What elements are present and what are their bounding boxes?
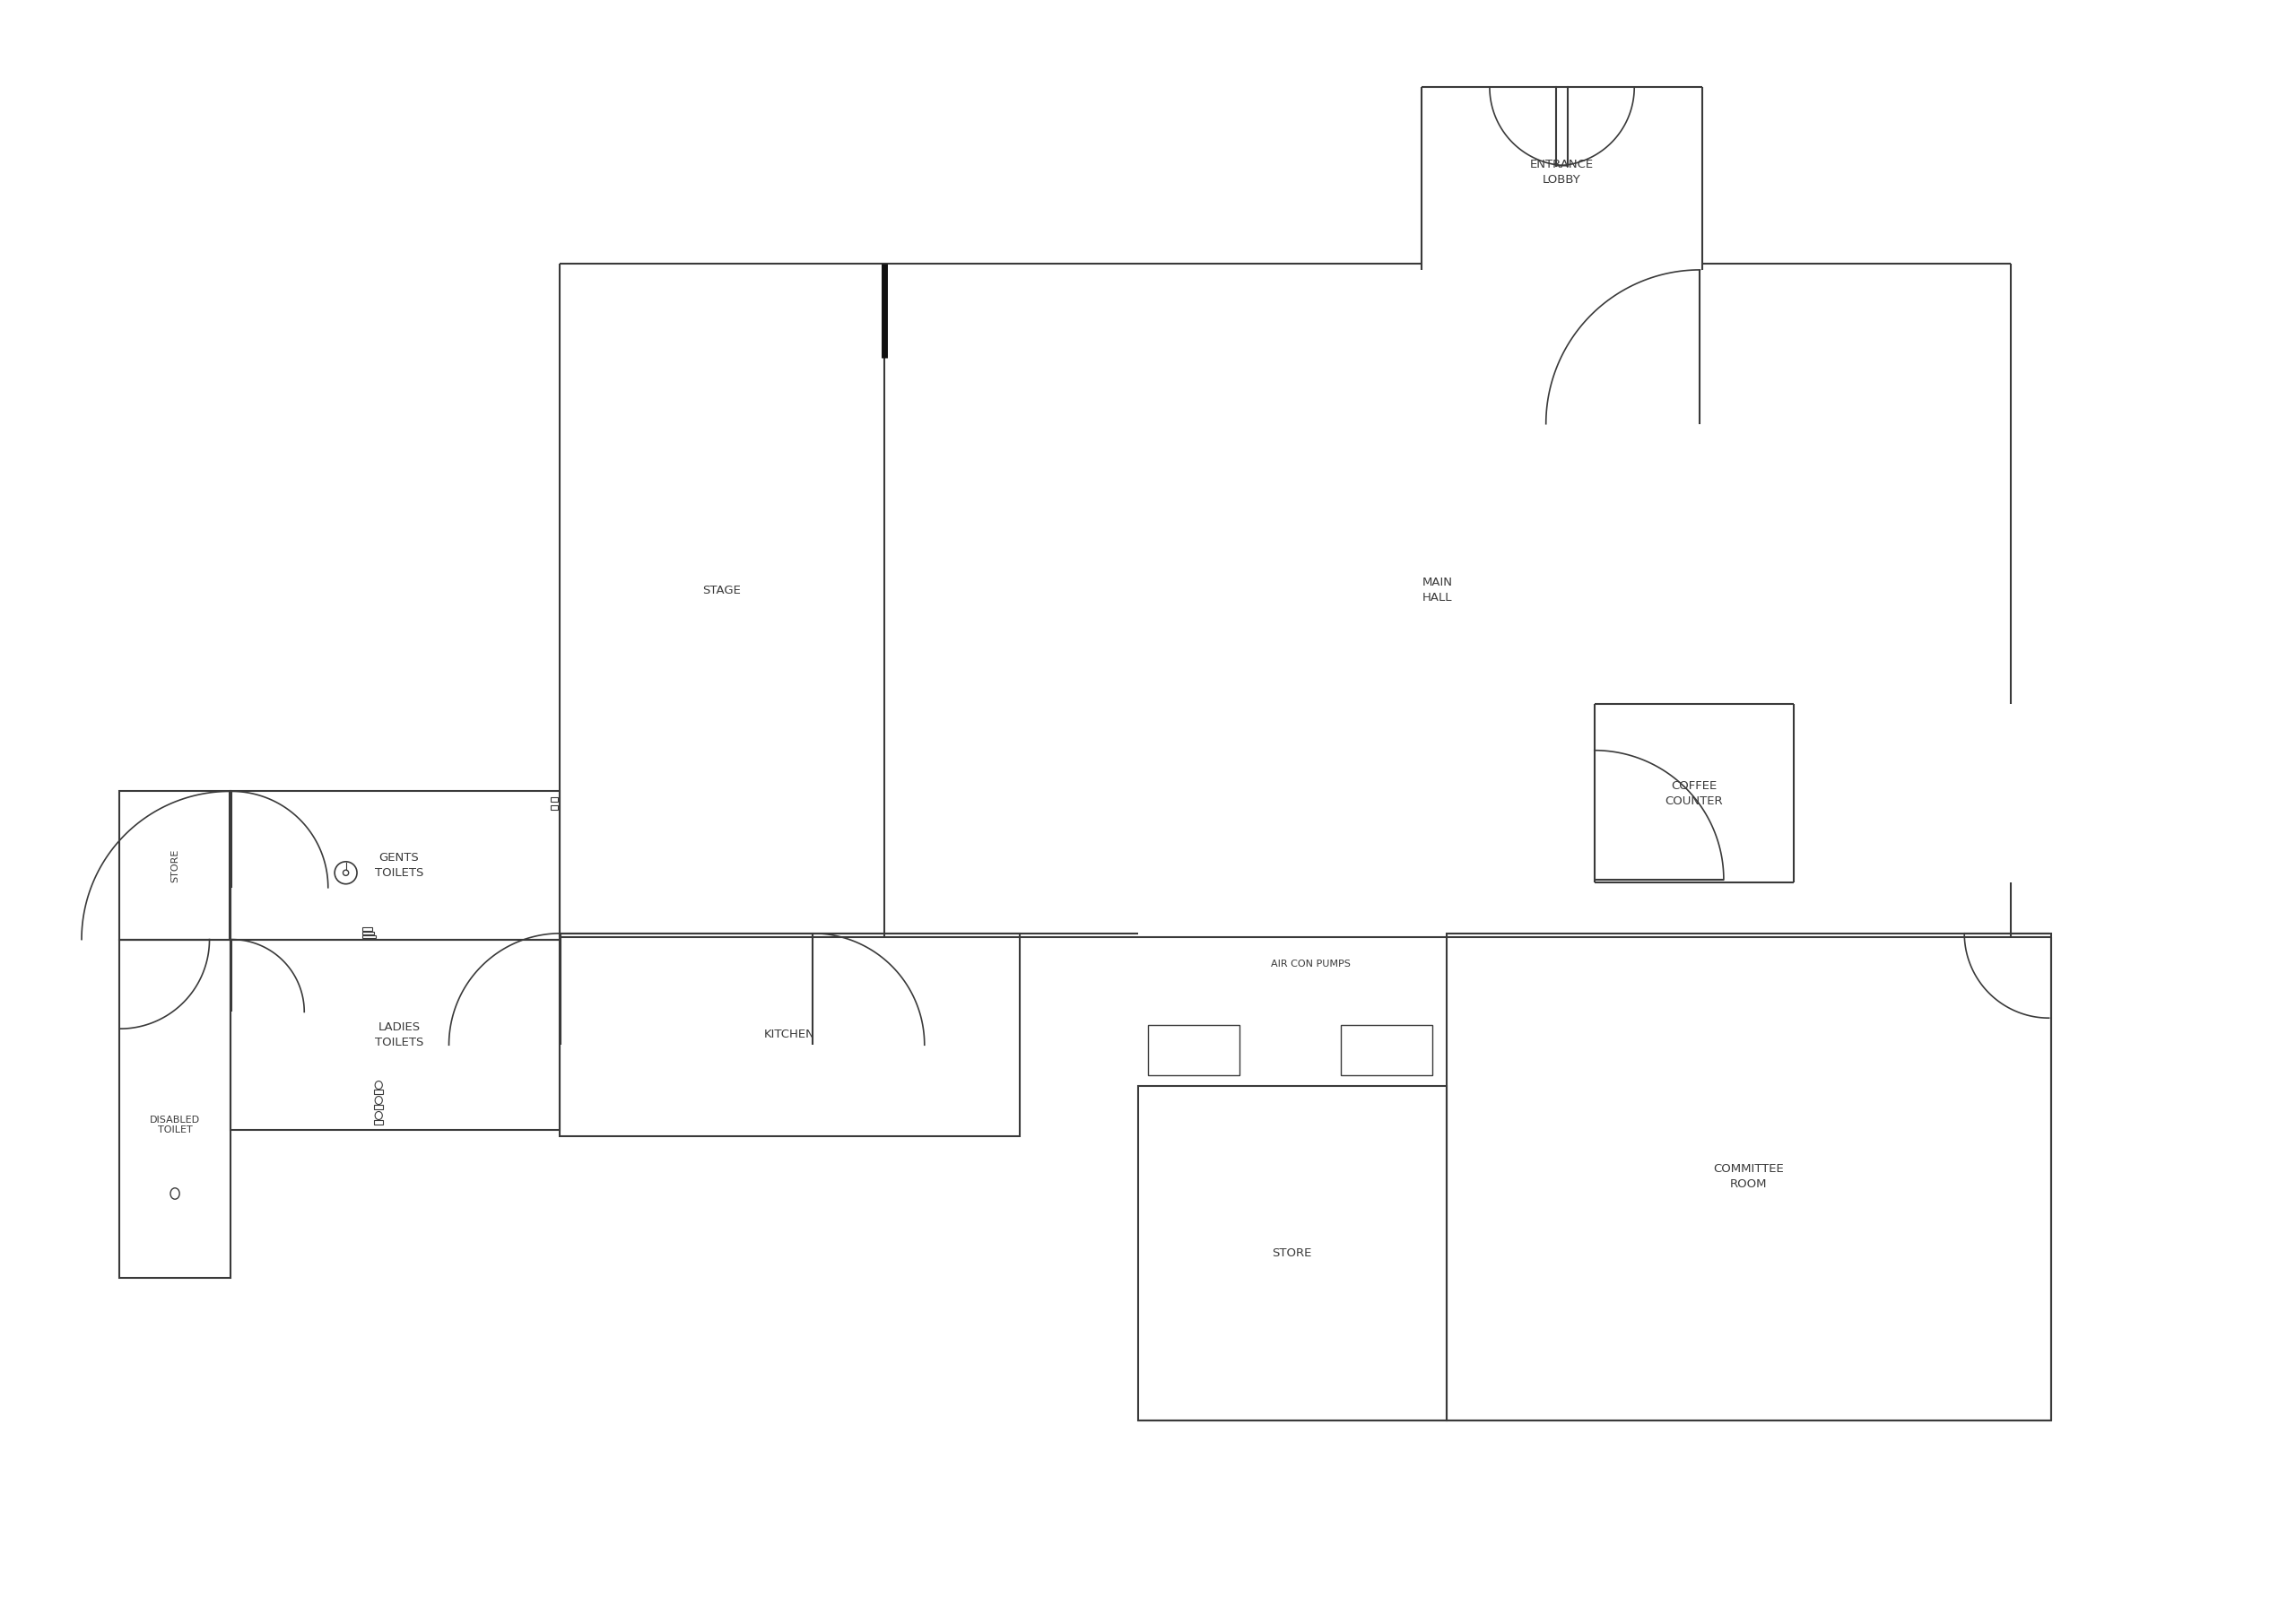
- Bar: [374, 1104, 383, 1109]
- Bar: [1341, 1025, 1433, 1075]
- Bar: [1148, 1025, 1240, 1075]
- Text: COMMITTEE
ROOM: COMMITTEE ROOM: [1713, 1163, 1784, 1191]
- Bar: [1139, 1086, 1446, 1421]
- Bar: [119, 791, 232, 940]
- Bar: [551, 805, 558, 810]
- Text: STORE: STORE: [170, 848, 179, 882]
- Text: AIR CON PUMPS: AIR CON PUMPS: [1270, 959, 1350, 969]
- Text: LADIES
TOILETS: LADIES TOILETS: [374, 1022, 422, 1048]
- Bar: [363, 927, 372, 930]
- Bar: [374, 1120, 383, 1125]
- Bar: [560, 934, 1019, 1136]
- Bar: [232, 791, 560, 940]
- Text: MAIN
HALL: MAIN HALL: [1421, 577, 1453, 604]
- Bar: [232, 940, 560, 1130]
- Text: GENTS
TOILETS: GENTS TOILETS: [374, 852, 422, 879]
- Bar: [374, 1090, 383, 1094]
- Bar: [119, 940, 232, 1278]
- Bar: [363, 932, 374, 935]
- Bar: [1446, 934, 2050, 1421]
- Text: KITCHEN: KITCHEN: [765, 1028, 815, 1041]
- Text: ENTRANCE
LOBBY: ENTRANCE LOBBY: [1529, 159, 1593, 186]
- Text: DISABLED
TOILET: DISABLED TOILET: [149, 1115, 200, 1135]
- Text: STORE: STORE: [1272, 1247, 1311, 1258]
- Bar: [363, 935, 377, 938]
- Text: COFFEE
COUNTER: COFFEE COUNTER: [1665, 779, 1722, 807]
- Bar: [551, 797, 558, 802]
- Text: STAGE: STAGE: [703, 585, 742, 596]
